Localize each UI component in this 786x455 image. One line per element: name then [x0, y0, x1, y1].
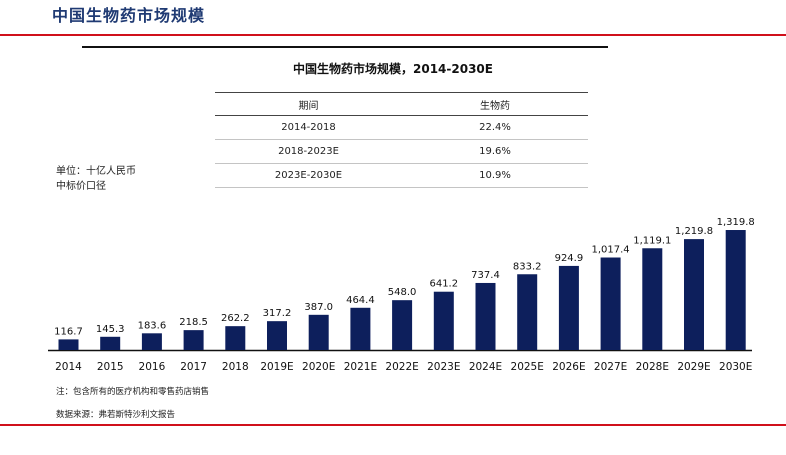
footer-divider [0, 424, 786, 426]
x-tick-label: 2015 [97, 361, 124, 373]
header-divider [0, 34, 786, 36]
x-tick-label: 2019E [260, 361, 293, 373]
bar [308, 314, 329, 350]
x-tick-label: 2024E [469, 361, 502, 373]
bar-value-label: 387.0 [304, 302, 333, 313]
unit-label: 单位：十亿人民币 [56, 166, 136, 177]
bar-value-label: 924.9 [555, 253, 584, 264]
table-row: 2014-2018 22.4% [215, 115, 588, 140]
table-cell-cagr: 22.4% [402, 115, 588, 140]
x-tick-label: 2025E [511, 361, 544, 373]
footnote-source: 数据来源：弗若斯特沙利文报告 [56, 410, 176, 420]
x-tick-label: 2016 [139, 361, 166, 373]
bar-value-label: 548.0 [388, 287, 417, 298]
bar-value-label: 833.2 [513, 261, 542, 272]
page-header-title: 中国生物药市场规模 [52, 6, 206, 25]
table-cell-period: 2014-2018 [215, 115, 402, 140]
table-cell-cagr: 10.9% [402, 163, 588, 188]
bar [475, 282, 496, 350]
bar [433, 291, 454, 350]
table-header-biologics: 生物药 [402, 92, 588, 116]
bar-value-label: 1,219.8 [675, 226, 713, 237]
table-cell-period: 2023E-2030E [215, 163, 402, 188]
x-tick-label: 2017 [180, 361, 207, 373]
bar [725, 230, 746, 350]
bar-value-label: 116.7 [54, 326, 83, 337]
bar-value-label: 262.2 [221, 313, 250, 324]
bar [58, 339, 79, 350]
bar [267, 321, 287, 350]
bar [600, 257, 621, 350]
bar [183, 330, 204, 350]
bar-value-label: 145.3 [96, 324, 125, 335]
table-row: 2018-2023E 19.6% [215, 139, 588, 164]
bar [225, 326, 246, 350]
table-header-row: 期间 生物药 [215, 92, 588, 116]
figure-top-rule [82, 46, 608, 48]
chart-title: 中国生物药市场规模，2014-2030E [293, 62, 493, 76]
bar-value-label: 737.4 [471, 270, 500, 281]
bar [517, 274, 538, 350]
unit-note: 单位：十亿人民币 中标价口径 [56, 164, 136, 194]
bar-value-label: 183.6 [138, 320, 167, 331]
growth-rate-table: 期间 生物药 2014-2018 22.4% 2018-2023E 19.6% … [215, 92, 588, 188]
bar-value-label: 1,119.1 [633, 235, 671, 246]
bar-value-label: 317.2 [263, 308, 292, 319]
table-cell-cagr: 19.6% [402, 139, 588, 164]
bar [141, 333, 162, 350]
bar-value-label: 641.2 [429, 279, 458, 290]
x-tick-label: 2028E [636, 361, 669, 373]
bar [558, 265, 579, 350]
x-tick-label: 2021E [344, 361, 377, 373]
x-tick-label: 2020E [302, 361, 335, 373]
bar [642, 248, 663, 350]
bar [392, 300, 413, 350]
bar [100, 336, 121, 350]
x-tick-label: 2023E [427, 361, 460, 373]
x-tick-label: 2030E [719, 361, 752, 373]
footnote-note: 注：包含所有的医疗机构和零售药店销售 [56, 387, 210, 397]
table-row: 2023E-2030E 10.9% [215, 163, 588, 188]
x-tick-label: 2014 [55, 361, 82, 373]
bar [684, 239, 704, 350]
table-header-period: 期间 [215, 92, 402, 116]
x-tick-label: 2018 [222, 361, 249, 373]
x-tick-label: 2029E [677, 361, 710, 373]
bar-value-label: 1,319.8 [717, 217, 755, 228]
x-tick-label: 2027E [594, 361, 627, 373]
price-basis-label: 中标价口径 [56, 181, 106, 192]
bar-value-label: 218.5 [179, 317, 208, 328]
bar [350, 307, 371, 350]
bar-value-label: 1,017.4 [592, 245, 630, 256]
table-cell-period: 2018-2023E [215, 139, 402, 164]
x-tick-label: 2022E [385, 361, 418, 373]
x-tick-label: 2026E [552, 361, 585, 373]
bar-value-label: 464.4 [346, 295, 375, 306]
